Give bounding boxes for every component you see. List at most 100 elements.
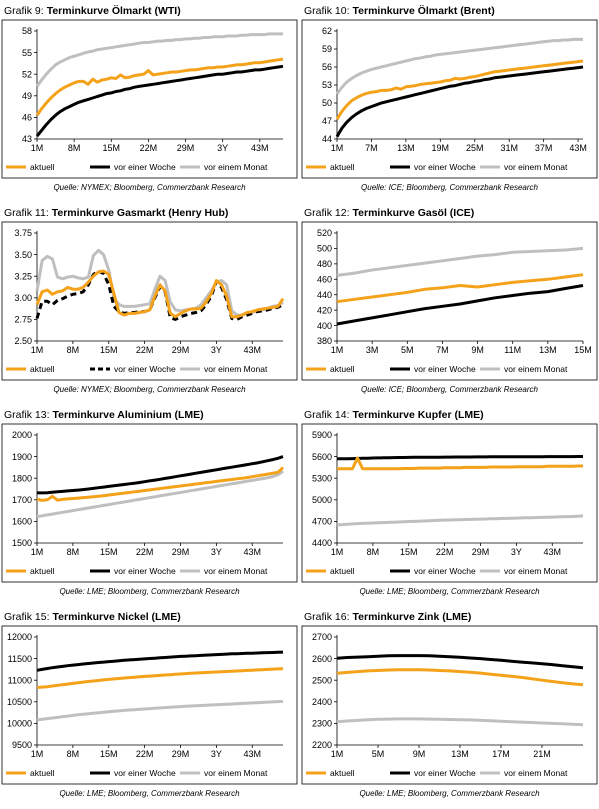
x-tick-label: 8M — [68, 143, 81, 153]
x-tick-label: 7M — [436, 345, 449, 355]
y-tick-label: 500 — [317, 244, 332, 254]
y-tick-label: 5000 — [312, 495, 332, 505]
y-tick-label: 12000 — [7, 632, 32, 642]
y-tick-label: 4400 — [312, 538, 332, 548]
y-tick-label: 5600 — [312, 452, 332, 462]
chart-panel: Grafik 15: Terminkurve Nickel (LME) 9500 10… — [1, 611, 298, 798]
x-tick-label: 37M — [535, 143, 553, 153]
x-tick-label: 43M — [543, 547, 561, 557]
legend-label: vor einer Woche — [414, 566, 476, 576]
y-tick-label: 59 — [322, 44, 332, 54]
chart-frame — [1, 423, 298, 583]
y-tick-label: 43 — [22, 134, 32, 144]
legend-label: vor einem Monat — [504, 566, 568, 576]
chart-caption-title: Terminkurve Zink (LME) — [353, 611, 472, 623]
x-tick-label: 22M — [436, 547, 454, 557]
chart-caption-title: Terminkurve Ölmarkt (WTI) — [47, 4, 181, 17]
chart-caption-prefix: Grafik 13: — [4, 409, 50, 421]
chart-source: Quelle: LME; Bloomberg, Commerzbank Rese… — [359, 789, 540, 798]
y-tick-label: 11000 — [8, 675, 32, 685]
series-line — [35, 269, 285, 319]
legend-label: vor einer Woche — [114, 566, 176, 576]
chart-title: Grafik 15: Terminkurve Nickel (LME) — [4, 611, 181, 623]
x-tick-label: 3Y — [211, 749, 222, 759]
y-tick-label: 2000 — [12, 430, 32, 440]
y-tick-label: 49 — [22, 91, 32, 101]
y-tick-label: 420 — [317, 305, 332, 315]
y-tick-label: 460 — [317, 274, 332, 284]
chart-caption-prefix: Grafik 14: — [304, 409, 350, 421]
chart-panel: Grafik 13: Terminkurve Aluminium (LME) 150… — [1, 409, 298, 596]
chart-frame — [301, 423, 598, 583]
series-line — [36, 470, 284, 519]
series-line — [35, 64, 284, 138]
y-tick-label: 50 — [322, 98, 332, 108]
chart-caption-prefix: Grafik 9: — [4, 5, 44, 17]
chart-panel: Grafik 9: Terminkurve Ölmarkt (WTI) 43 46 49… — [1, 4, 298, 192]
x-tick-label: 1M — [31, 547, 44, 557]
legend-label: aktuell — [330, 566, 355, 576]
series-line — [336, 514, 584, 527]
x-tick-label: 1M — [331, 749, 344, 759]
series-line — [336, 284, 584, 326]
series-line — [36, 650, 284, 672]
x-tick-label: 17M — [492, 749, 510, 759]
y-tick-label: 1500 — [12, 538, 32, 548]
chart-panel: Grafik 14: Terminkurve Kupfer (LME) 4400 47… — [301, 409, 598, 596]
legend-label: aktuell — [30, 162, 55, 172]
legend-label: vor einem Monat — [204, 162, 268, 172]
x-tick-label: 5M — [401, 345, 414, 355]
chart-title: Grafik 14: Terminkurve Kupfer (LME) — [304, 409, 484, 421]
y-tick-label: 9500 — [12, 740, 32, 750]
x-tick-label: 15M — [100, 749, 118, 759]
legend-label: vor einer Woche — [414, 364, 476, 374]
chart-panel: Grafik 16: Terminkurve Zink (LME) 2200 2300… — [301, 611, 598, 798]
y-tick-label: 4700 — [312, 517, 332, 527]
legend-label: vor einem Monat — [204, 364, 268, 374]
x-tick-label: 31M — [500, 143, 518, 153]
x-tick-label: 25M — [466, 143, 484, 153]
chart-title: Grafik 11: Terminkurve Gasmarkt (Henry Hu… — [4, 207, 228, 219]
x-tick-label: 9M — [471, 345, 484, 355]
y-tick-label: 11500 — [8, 654, 32, 664]
x-tick-label: 3M — [366, 345, 379, 355]
x-tick-label: 43M — [243, 547, 261, 557]
y-tick-label: 3.25 — [14, 271, 32, 281]
x-tick-label: 43M — [251, 143, 269, 153]
chart-caption-prefix: Grafik 10: — [304, 5, 350, 17]
chart-source: Quelle: ICE; Bloomberg, Commerzbank Rese… — [361, 183, 539, 192]
series-line — [35, 32, 283, 88]
chart-title: Grafik 10: Terminkurve Ölmarkt (Brent) — [304, 4, 495, 17]
y-tick-label: 2400 — [312, 697, 332, 707]
chart-caption-title: Terminkurve Gasöl (ICE) — [353, 207, 475, 219]
x-tick-label: 15M — [100, 345, 118, 355]
x-tick-label: 19M — [432, 143, 450, 153]
chart-frame — [301, 625, 598, 785]
x-tick-label: 3Y — [511, 547, 522, 557]
x-tick-label: 22M — [136, 547, 154, 557]
x-tick-label: 1M — [31, 749, 44, 759]
legend-label: aktuell — [330, 768, 355, 778]
x-tick-label: 22M — [136, 749, 154, 759]
y-tick-label: 2700 — [312, 632, 332, 642]
chart-panel: Grafik 11: Terminkurve Gasmarkt (Henry Hu… — [1, 207, 298, 394]
y-tick-label: 55 — [22, 48, 32, 58]
y-tick-label: 5900 — [312, 430, 332, 440]
x-tick-label: 21M — [533, 749, 551, 759]
series-line — [37, 455, 284, 495]
y-tick-label: 2.50 — [14, 336, 32, 346]
x-tick-label: 15M — [400, 547, 418, 557]
x-tick-label: 1M — [331, 547, 344, 557]
y-tick-label: 62 — [322, 26, 332, 36]
y-tick-label: 52 — [22, 69, 32, 79]
x-tick-label: 22M — [136, 345, 154, 355]
chart-caption-title: Terminkurve Aluminium (LME) — [53, 409, 204, 421]
chart-source: Quelle: NYMEX; Bloomberg, Commerzbank Re… — [53, 183, 246, 192]
x-tick-label: 8M — [67, 345, 80, 355]
series-line — [336, 668, 584, 687]
x-tick-label: 29M — [172, 345, 190, 355]
chart-caption-prefix: Grafik 12: — [304, 207, 350, 219]
chart-frame — [301, 221, 598, 381]
y-tick-label: 3.00 — [14, 293, 32, 303]
